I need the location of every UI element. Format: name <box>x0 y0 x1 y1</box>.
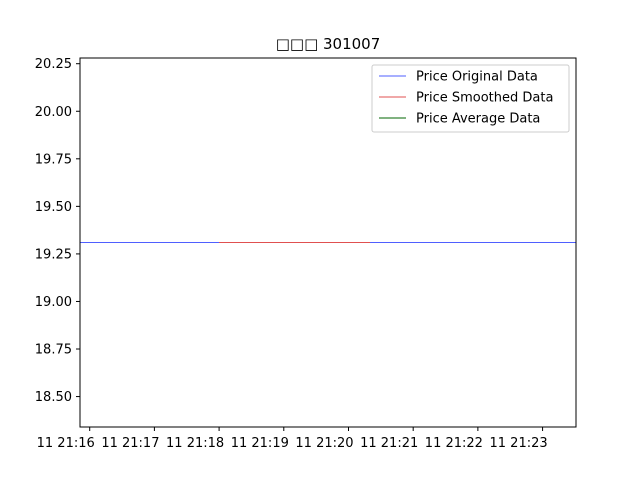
legend-label-1: Price Smoothed Data <box>416 91 553 106</box>
y-tick-label: 19.75 <box>35 152 72 167</box>
x-tick-label: 11 21:17 <box>101 436 159 451</box>
x-tick-label: 11 21:18 <box>166 436 224 451</box>
y-tick-label: 20.25 <box>35 57 72 72</box>
legend-box <box>371 64 570 133</box>
legend-label-2: Price Average Data <box>416 112 540 127</box>
y-axis: 18.50 18.75 19.00 19.25 19.50 19.75 20.00 20.25 <box>35 57 80 405</box>
x-tick-label: 11 21:16 <box>37 436 95 451</box>
x-tick-label: 11 21:21 <box>360 436 418 451</box>
y-tick-label: 18.75 <box>35 343 72 358</box>
x-tick-label: 11 21:20 <box>295 436 353 451</box>
legend-label-0: Price Original Data <box>416 70 538 85</box>
plot-frame <box>79 57 577 428</box>
x-tick-label: 11 21:19 <box>231 436 289 451</box>
y-tick-label: 20.00 <box>35 105 72 120</box>
y-tick-label: 19.00 <box>35 295 72 310</box>
y-tick-label: 18.50 <box>35 390 72 405</box>
x-axis: 11 21:16 11 21:17 11 21:18 11 21:19 11 21:20… <box>37 427 548 451</box>
x-tick-label: 11 21:23 <box>490 436 548 451</box>
chart-title: □□□ 301007 <box>276 35 381 53</box>
y-tick-label: 19.50 <box>35 200 72 215</box>
x-tick-label: 11 21:22 <box>425 436 483 451</box>
y-tick-label: 19.25 <box>35 247 72 262</box>
legend: Price Original Data Price Smoothed Data Pr… <box>371 64 570 133</box>
